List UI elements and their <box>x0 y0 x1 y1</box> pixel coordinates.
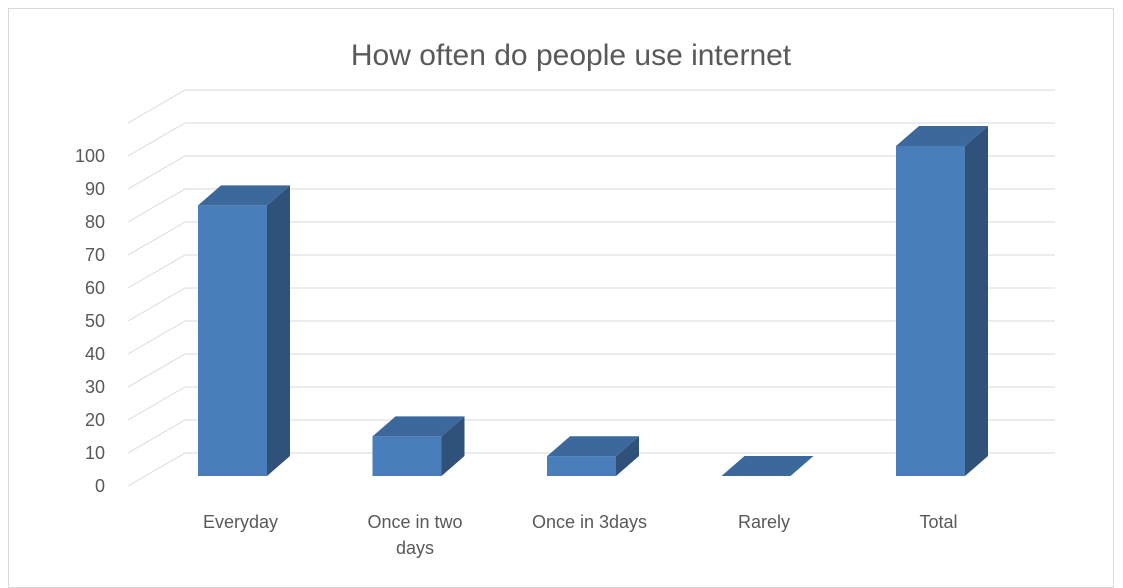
y-tick-label: 50 <box>85 311 105 331</box>
bar <box>547 436 639 476</box>
y-tick-label: 40 <box>85 344 105 364</box>
x-category-label: Once in 3days <box>532 512 647 532</box>
bar-side <box>441 416 465 476</box>
bar-top <box>896 126 988 146</box>
bar <box>721 456 814 476</box>
x-axis-labels: Everyday Once in two days Once in 3days Rare… <box>203 512 958 558</box>
chart-title: How often do people use internet <box>351 39 792 72</box>
gridline-side <box>127 155 186 190</box>
gridline-side <box>127 419 186 454</box>
bar <box>896 126 988 476</box>
x-category-label: Total <box>919 512 957 532</box>
bar-top <box>721 456 814 476</box>
y-tick-label: 60 <box>85 278 105 298</box>
gridline-side <box>127 221 186 256</box>
gridline-side <box>127 89 186 124</box>
x-category-label: Everyday <box>203 512 278 532</box>
x-category-label: Rarely <box>738 512 790 532</box>
y-tick-label: 10 <box>85 443 105 463</box>
gridline-side <box>127 320 186 355</box>
bars <box>198 126 988 476</box>
y-tick-label: 30 <box>85 377 105 397</box>
bar-top <box>198 185 290 206</box>
y-tick-label: 100 <box>75 146 105 166</box>
bar <box>198 185 290 476</box>
bar-top <box>547 436 639 457</box>
gridline-side <box>127 353 186 388</box>
y-tick-label: 20 <box>85 410 105 430</box>
gridline-side <box>127 254 186 289</box>
bar-side <box>965 126 988 476</box>
y-axis-ticks: 0 10 20 30 40 50 60 70 80 90 100 <box>75 146 105 496</box>
x-category-label: Once in two days <box>367 512 462 558</box>
bar-side <box>616 436 639 476</box>
gridline-side <box>127 452 186 487</box>
bar-front <box>198 205 267 476</box>
gridline-side <box>127 287 186 322</box>
bar-top <box>372 416 465 437</box>
bar-front <box>896 146 965 476</box>
y-tick-label: 80 <box>85 212 105 232</box>
y-tick-label: 0 <box>95 476 105 496</box>
bar <box>372 416 465 476</box>
bar-side <box>267 185 290 476</box>
gridline-side <box>127 122 186 157</box>
y-tick-label: 90 <box>85 179 105 199</box>
gridline-side <box>127 386 186 421</box>
bar-front <box>547 456 616 476</box>
bar-front <box>372 436 442 476</box>
y-tick-label: 70 <box>85 245 105 265</box>
gridline-side <box>127 188 186 223</box>
